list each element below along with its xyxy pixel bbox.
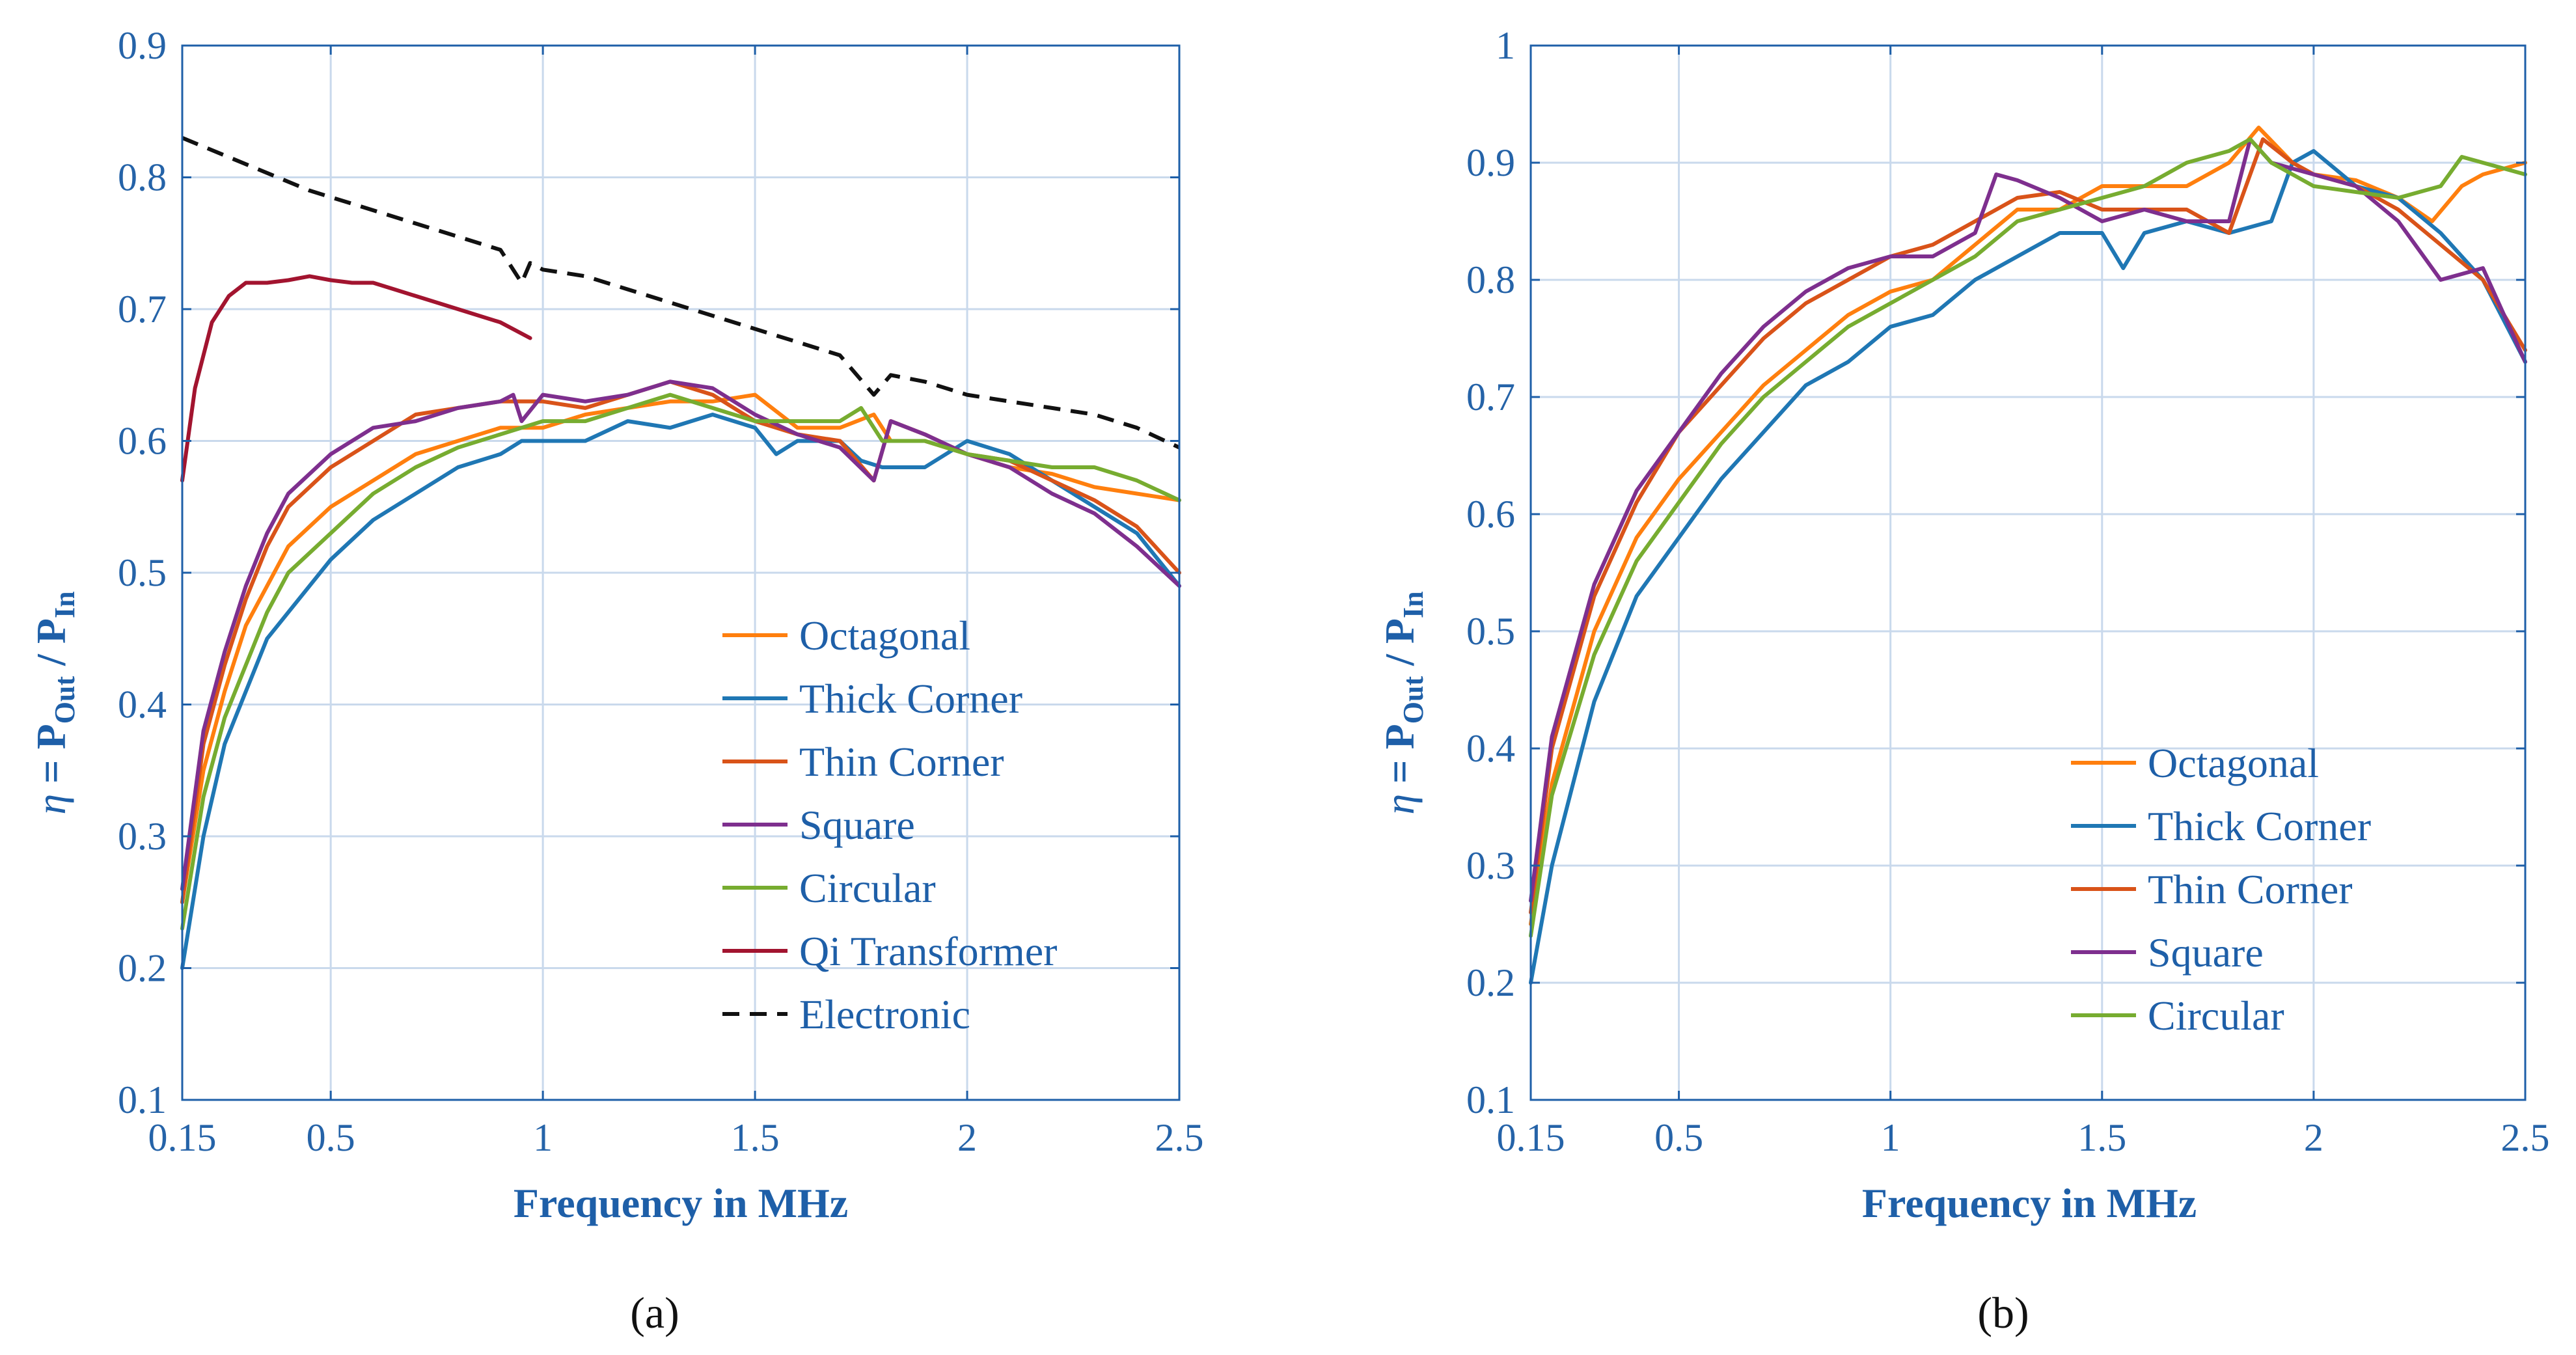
chart-a-xtick-label: 1 [533, 1116, 553, 1159]
chart-a-ylabel: η = POut / PIn [28, 591, 81, 814]
chart-a: η = POut / PIn Frequency in MHz (a) 0.15… [28, 24, 1204, 1337]
chart-a-ylabel-eta: η [28, 794, 74, 815]
chart-a-legend-label-electronic: Electronic [799, 991, 970, 1037]
chart-a-xtick-label: 2 [957, 1116, 977, 1159]
chart-b-legend-label-thin-corner: Thin Corner [2148, 866, 2353, 912]
chart-a-ytick-label: 0.4 [118, 683, 167, 726]
chart-b-legend-label-thick-corner: Thick Corner [2148, 803, 2371, 849]
chart-a-series-circular [180, 392, 1181, 931]
chart-b-ytick-label: 0.1 [1466, 1078, 1515, 1121]
chart-b-series-circular [1529, 137, 2527, 938]
chart-b-ylabel-eq: = P [1377, 724, 1423, 794]
chart-a-legend-label-octagonal: Octagonal [799, 612, 970, 659]
chart-a-ytick-label: 0.2 [118, 947, 167, 990]
chart-b-series-thick-corner [1529, 149, 2527, 985]
chart-b-xtick-label: 0.5 [1654, 1116, 1703, 1159]
chart-b-legend-label-octagonal: Octagonal [2148, 740, 2319, 786]
chart-b-ylabel-eta: η [1377, 794, 1423, 815]
chart-a-xlabel: Frequency in MHz [514, 1180, 848, 1226]
chart-b-xlabel: Frequency in MHz [1862, 1180, 2197, 1226]
chart-b-xtick-label: 1 [1881, 1116, 1900, 1159]
chart-b-panel-label: (b) [1977, 1288, 2029, 1337]
chart-b-plot-frame [1529, 44, 2527, 1101]
chart-b-ylabel-out: Out [1397, 676, 1429, 724]
chart-a-ytick-label: 0.9 [118, 24, 167, 67]
chart-a-ytick-label: 0.3 [118, 815, 167, 858]
chart-b-ytick-label: 0.8 [1466, 258, 1515, 301]
chart-a-legend-label-thick-corner: Thick Corner [799, 676, 1022, 722]
chart-a-panel-label: (a) [630, 1288, 679, 1337]
chart-a-series-qi-transformer [180, 274, 532, 483]
chart-b-legend-label-circular: Circular [2148, 992, 2284, 1039]
chart-b-ylabel-slash: / P [1377, 618, 1423, 676]
chart-a-ytick-label: 0.7 [118, 288, 167, 331]
chart-b-ytick-label: 0.9 [1466, 141, 1515, 184]
chart-b-xtick-label: 2 [2304, 1116, 2323, 1159]
chart-a-ytick-label: 0.5 [118, 551, 167, 594]
chart-a-series-electronic [181, 136, 1181, 450]
chart-b-ytick-label: 0.2 [1466, 961, 1515, 1004]
chart-b-ylabel-in: In [1397, 591, 1429, 618]
chart-a-xtick-label: 0.5 [307, 1116, 355, 1159]
chart-a-ylabel-eq: = P [28, 724, 74, 794]
chart-b: η = POut / PIn Frequency in MHz (b) 0.15… [1377, 24, 2550, 1337]
chart-b-xtick-label: 1.5 [2077, 1116, 2126, 1159]
chart-b-ytick-label: 0.7 [1466, 376, 1515, 418]
chart-a-legend-label-circular: Circular [799, 865, 936, 911]
chart-b-ytick-label: 0.5 [1466, 610, 1515, 653]
chart-b-series-square [1529, 137, 2527, 903]
chart-a-legend: Octagonal Thick Corner Thin Corner Square Ci… [722, 612, 1057, 1037]
chart-a-legend-label-square: Square [799, 802, 915, 848]
chart-b-legend-label-square: Square [2148, 929, 2264, 976]
chart-a-ytick-label: 0.6 [118, 420, 167, 463]
chart-a-ylabel-slash: / P [28, 618, 74, 676]
chart-a-ytick-label: 0.8 [118, 156, 167, 199]
chart-a-ylabel-out: Out [49, 676, 81, 724]
chart-a-legend-label-thin-corner: Thin Corner [799, 739, 1004, 785]
chart-b-xtick-label: 0.15 [1497, 1116, 1565, 1159]
chart-b-ytick-label: 1 [1496, 24, 1515, 67]
chart-a-xtick-label: 2.5 [1155, 1116, 1204, 1159]
chart-a-legend-label-qi-transformer: Qi Transformer [799, 928, 1057, 974]
chart-a-ylabel-in: In [49, 591, 81, 618]
chart-b-ytick-label: 0.4 [1466, 727, 1515, 770]
chart-a-xtick-label: 0.15 [148, 1116, 217, 1159]
chart-a-ytick-label: 0.1 [118, 1078, 167, 1121]
chart-b-ylabel: η = POut / PIn [1377, 591, 1429, 814]
chart-b-xtick-label: 2.5 [2501, 1116, 2550, 1159]
chart-b-ytick-label: 0.6 [1466, 493, 1515, 536]
chart-a-series-thick-corner [180, 413, 1181, 970]
chart-b-ytick-label: 0.3 [1466, 844, 1515, 887]
chart-a-xtick-label: 1.5 [731, 1116, 780, 1159]
chart-b-legend: Octagonal Thick Corner Thin Corner Square Ci… [2071, 740, 2371, 1039]
